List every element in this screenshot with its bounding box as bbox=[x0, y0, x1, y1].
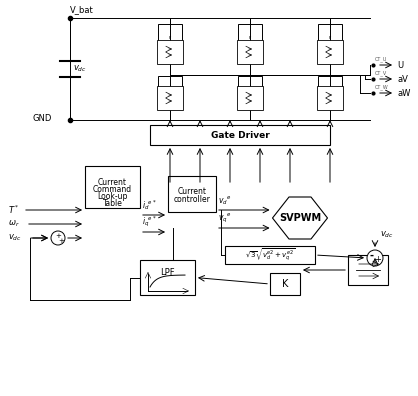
Text: aW: aW bbox=[397, 88, 410, 97]
Bar bbox=[317, 86, 343, 110]
Text: U: U bbox=[397, 61, 403, 70]
FancyBboxPatch shape bbox=[158, 24, 182, 52]
Text: -: - bbox=[370, 251, 374, 261]
FancyBboxPatch shape bbox=[225, 246, 315, 264]
Text: +: + bbox=[375, 255, 382, 263]
Text: $\sqrt{3}\sqrt{v_d^{e2}+v_q^{e2}}$: $\sqrt{3}\sqrt{v_d^{e2}+v_q^{e2}}$ bbox=[245, 246, 295, 263]
Text: Look-up: Look-up bbox=[97, 192, 127, 200]
Text: $v_d{}^e$: $v_d{}^e$ bbox=[218, 194, 231, 207]
FancyBboxPatch shape bbox=[318, 76, 342, 104]
Text: LPF: LPF bbox=[160, 268, 175, 277]
Text: CT_U: CT_U bbox=[375, 56, 387, 62]
Text: controller: controller bbox=[173, 194, 210, 204]
FancyBboxPatch shape bbox=[270, 273, 300, 295]
Polygon shape bbox=[273, 197, 327, 239]
Text: K: K bbox=[282, 279, 288, 289]
Text: Current: Current bbox=[178, 187, 206, 196]
FancyBboxPatch shape bbox=[168, 176, 216, 212]
FancyBboxPatch shape bbox=[238, 24, 262, 52]
Bar bbox=[157, 40, 183, 64]
Text: $v_{dc}$: $v_{dc}$ bbox=[73, 64, 87, 74]
Text: F: F bbox=[249, 36, 251, 40]
Text: F: F bbox=[329, 36, 331, 40]
Text: GND: GND bbox=[32, 114, 51, 122]
Text: +: + bbox=[55, 233, 61, 239]
FancyBboxPatch shape bbox=[348, 255, 388, 285]
Text: $\omega_r$: $\omega_r$ bbox=[8, 219, 20, 229]
Text: SVPWM: SVPWM bbox=[279, 213, 321, 223]
Bar bbox=[317, 40, 343, 64]
Text: $T^*$: $T^*$ bbox=[8, 204, 20, 216]
Text: $i_q{}^{e*}$: $i_q{}^{e*}$ bbox=[142, 215, 157, 229]
Text: $v_{dc}$: $v_{dc}$ bbox=[380, 230, 394, 240]
FancyBboxPatch shape bbox=[318, 24, 342, 52]
Text: CT_W: CT_W bbox=[375, 84, 389, 89]
Text: $v_q{}^e$: $v_q{}^e$ bbox=[218, 212, 231, 225]
FancyBboxPatch shape bbox=[140, 260, 195, 295]
FancyBboxPatch shape bbox=[158, 76, 182, 104]
Text: aV: aV bbox=[397, 74, 408, 84]
Text: Table: Table bbox=[102, 198, 122, 208]
FancyBboxPatch shape bbox=[150, 125, 330, 145]
Bar bbox=[157, 86, 183, 110]
Circle shape bbox=[367, 250, 383, 266]
Text: Current: Current bbox=[98, 177, 127, 187]
FancyBboxPatch shape bbox=[238, 76, 262, 104]
Text: $i_d{}^{e*}$: $i_d{}^{e*}$ bbox=[142, 198, 157, 212]
Text: $v_{dc}$: $v_{dc}$ bbox=[8, 233, 22, 243]
Text: Gate Driver: Gate Driver bbox=[211, 131, 269, 139]
FancyBboxPatch shape bbox=[85, 166, 140, 208]
Text: Command: Command bbox=[93, 185, 132, 194]
Text: CT_V: CT_V bbox=[375, 70, 387, 76]
Bar bbox=[237, 40, 263, 64]
Text: F: F bbox=[169, 36, 171, 40]
Bar bbox=[237, 86, 263, 110]
Text: +: + bbox=[58, 238, 64, 244]
Text: V_bat: V_bat bbox=[70, 5, 94, 14]
Circle shape bbox=[51, 231, 65, 245]
